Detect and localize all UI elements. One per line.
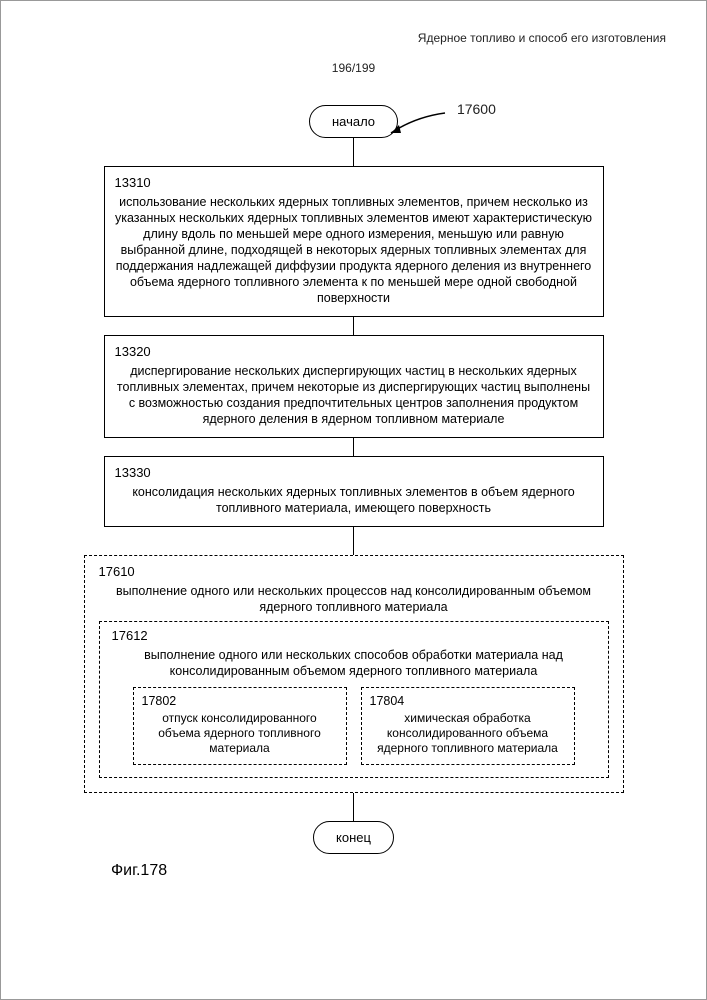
- box-text: отпуск консолидированного объема ядерног…: [142, 711, 338, 756]
- box-13330: 13330 консолидация нескольких ядерных то…: [104, 456, 604, 527]
- box-text: выполнение одного или нескольких способо…: [112, 647, 596, 679]
- sub-row: 17802 отпуск консолидированного объема я…: [112, 687, 596, 765]
- box-17612: 17612 выполнение одного или нескольких с…: [99, 621, 609, 778]
- page: Ядерное топливо и способ его изготовлени…: [0, 0, 707, 1000]
- connector: [353, 317, 355, 335]
- connector: [353, 438, 355, 456]
- box-number: 13310: [115, 175, 593, 190]
- connector: [353, 527, 355, 555]
- ref-number: 17600: [457, 101, 496, 117]
- box-number: 17610: [99, 564, 609, 579]
- box-17610: 17610 выполнение одного или нескольких п…: [84, 555, 624, 793]
- box-text: выполнение одного или нескольких процесс…: [99, 583, 609, 615]
- box-17802: 17802 отпуск консолидированного объема я…: [133, 687, 347, 765]
- ref-arrow-icon: [385, 111, 455, 139]
- connector: [353, 138, 355, 166]
- figure-label: Фиг.178: [111, 862, 167, 880]
- box-number: 17612: [112, 628, 596, 643]
- connector: [353, 793, 355, 821]
- box-text: химическая обработка консолидированного …: [370, 711, 566, 756]
- box-13310: 13310 использование нескольких ядерных т…: [104, 166, 604, 317]
- box-number: 13330: [115, 465, 593, 480]
- box-text: консолидация нескольких ядерных топливны…: [115, 484, 593, 516]
- box-number: 17804: [370, 694, 566, 708]
- box-17804: 17804 химическая обработка консолидирова…: [361, 687, 575, 765]
- box-text: использование нескольких ядерных топливн…: [115, 194, 593, 306]
- flowchart: начало 17600 13310 использование несколь…: [41, 105, 666, 880]
- box-13320: 13320 диспергирование нескольких дисперг…: [104, 335, 604, 438]
- start-wrap: начало 17600: [309, 105, 398, 138]
- header-title: Ядерное топливо и способ его изготовлени…: [41, 31, 666, 45]
- box-text: диспергирование нескольких диспергирующи…: [115, 363, 593, 427]
- end-terminal: конец: [313, 821, 394, 854]
- box-number: 13320: [115, 344, 593, 359]
- page-number: 196/199: [41, 61, 666, 75]
- box-number: 17802: [142, 694, 338, 708]
